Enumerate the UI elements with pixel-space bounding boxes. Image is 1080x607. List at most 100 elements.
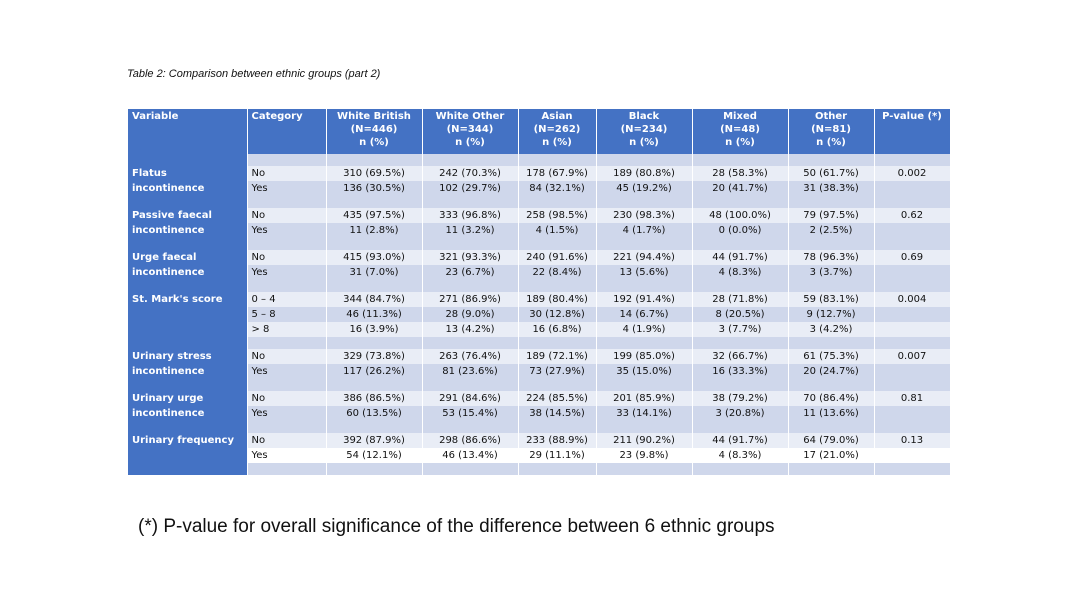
value-cell: 35 (15.0%) (596, 364, 693, 379)
value-cell: 102 (29.7%) (422, 181, 519, 196)
value-cell: 23 (6.7%) (422, 265, 519, 280)
column-header-line: n (%) (542, 137, 572, 148)
spacer-cell (247, 463, 327, 475)
variable-cell: St. Mark's score (128, 292, 248, 307)
spacer-cell (788, 196, 875, 208)
p-value-cell: 0.002 (874, 166, 951, 181)
spacer-cell (128, 463, 248, 475)
value-cell: 32 (66.7%) (692, 349, 789, 364)
spacer-cell (247, 238, 327, 250)
table-row: Passive faecal No 435 (97.5%) 333 (96.8%) 25… (128, 208, 951, 223)
table-row: incontinence Yes 117 (26.2%) 81 (23.6%) 73 (… (128, 364, 951, 379)
value-cell: 344 (84.7%) (326, 292, 423, 307)
spacer-cell (422, 379, 519, 391)
value-cell: 53 (15.4%) (422, 406, 519, 421)
comparison-table-container: Variable Category White British (N=446) n (%… (128, 109, 951, 475)
spacer-cell (874, 463, 951, 475)
table-caption: Table 2: Comparison between ethnic group… (127, 68, 381, 80)
category-cell: No (247, 391, 327, 406)
spacer-cell (874, 238, 951, 250)
spacer-cell (874, 337, 951, 349)
table-row: Flatus No 310 (69.5%) 242 (70.3%) 178 (67.9%… (128, 166, 951, 181)
spacer-cell (326, 421, 423, 433)
value-cell: 199 (85.0%) (596, 349, 693, 364)
variable-cell: Urinary stress (128, 349, 248, 364)
spacer-cell (788, 421, 875, 433)
spacer-cell (692, 379, 789, 391)
value-cell: 321 (93.3%) (422, 250, 519, 265)
spacer-cell (422, 463, 519, 475)
p-value-cell (874, 322, 951, 337)
value-cell: 392 (87.9%) (326, 433, 423, 448)
value-cell: 48 (100.0%) (692, 208, 789, 223)
spacer-cell (128, 154, 248, 166)
category-cell: > 8 (247, 322, 327, 337)
column-header-line: n (%) (629, 137, 659, 148)
value-cell: 33 (14.1%) (596, 406, 693, 421)
value-cell: 9 (12.7%) (788, 307, 875, 322)
column-header-line: (N=234) (620, 124, 668, 135)
spacer-cell (788, 238, 875, 250)
spacer-cell (788, 337, 875, 349)
spacer-cell (874, 421, 951, 433)
spacer-row (128, 337, 951, 349)
variable-cell: incontinence (128, 364, 248, 379)
column-header: Asian (N=262) n (%) (518, 109, 597, 154)
p-value-cell: 0.13 (874, 433, 951, 448)
value-cell: 201 (85.9%) (596, 391, 693, 406)
value-cell: 329 (73.8%) (326, 349, 423, 364)
value-cell: 28 (9.0%) (422, 307, 519, 322)
category-cell: No (247, 208, 327, 223)
column-header-line: (N=344) (446, 124, 494, 135)
column-header-line: Other (814, 111, 848, 122)
value-cell: 3 (20.8%) (692, 406, 789, 421)
value-cell: 298 (86.6%) (422, 433, 519, 448)
value-cell: 46 (13.4%) (422, 448, 519, 463)
value-cell: 38 (79.2%) (692, 391, 789, 406)
table-row: incontinence Yes 11 (2.8%) 11 (3.2%) 4 (1.5%… (128, 223, 951, 238)
column-header-line: n (%) (359, 137, 389, 148)
spacer-cell (692, 337, 789, 349)
table-row: incontinence Yes 31 (7.0%) 23 (6.7%) 22 (8.4… (128, 265, 951, 280)
variable-cell (128, 448, 248, 463)
value-cell: 16 (3.9%) (326, 322, 423, 337)
value-cell: 28 (71.8%) (692, 292, 789, 307)
spacer-cell (247, 196, 327, 208)
value-cell: 258 (98.5%) (518, 208, 597, 223)
value-cell: 73 (27.9%) (518, 364, 597, 379)
spacer-row (128, 463, 951, 475)
value-cell: 415 (93.0%) (326, 250, 423, 265)
spacer-row (128, 154, 951, 166)
value-cell: 189 (80.8%) (596, 166, 693, 181)
spacer-cell (128, 280, 248, 292)
category-cell: 5 – 8 (247, 307, 327, 322)
column-header-line: Black (628, 111, 660, 122)
value-cell: 16 (6.8%) (518, 322, 597, 337)
spacer-cell (326, 196, 423, 208)
value-cell: 435 (97.5%) (326, 208, 423, 223)
category-cell: Yes (247, 364, 327, 379)
value-cell: 263 (76.4%) (422, 349, 519, 364)
value-cell: 4 (1.7%) (596, 223, 693, 238)
variable-cell: incontinence (128, 265, 248, 280)
table-row: 5 – 8 46 (11.3%) 28 (9.0%) 30 (12.8%) 14 (6.… (128, 307, 951, 322)
column-header-line: White Other (435, 111, 505, 122)
spacer-cell (596, 238, 693, 250)
column-header-line: (N=262) (533, 124, 581, 135)
value-cell: 136 (30.5%) (326, 181, 423, 196)
spacer-cell (422, 337, 519, 349)
value-cell: 28 (58.3%) (692, 166, 789, 181)
spacer-cell (518, 463, 597, 475)
variable-cell: Urinary urge (128, 391, 248, 406)
value-cell: 14 (6.7%) (596, 307, 693, 322)
value-cell: 44 (91.7%) (692, 250, 789, 265)
value-cell: 230 (98.3%) (596, 208, 693, 223)
spacer-cell (874, 154, 951, 166)
spacer-cell (692, 154, 789, 166)
category-cell: Yes (247, 406, 327, 421)
value-cell: 20 (24.7%) (788, 364, 875, 379)
column-header-line: (N=446) (350, 124, 398, 135)
category-cell: Yes (247, 181, 327, 196)
spacer-cell (518, 196, 597, 208)
value-cell: 117 (26.2%) (326, 364, 423, 379)
